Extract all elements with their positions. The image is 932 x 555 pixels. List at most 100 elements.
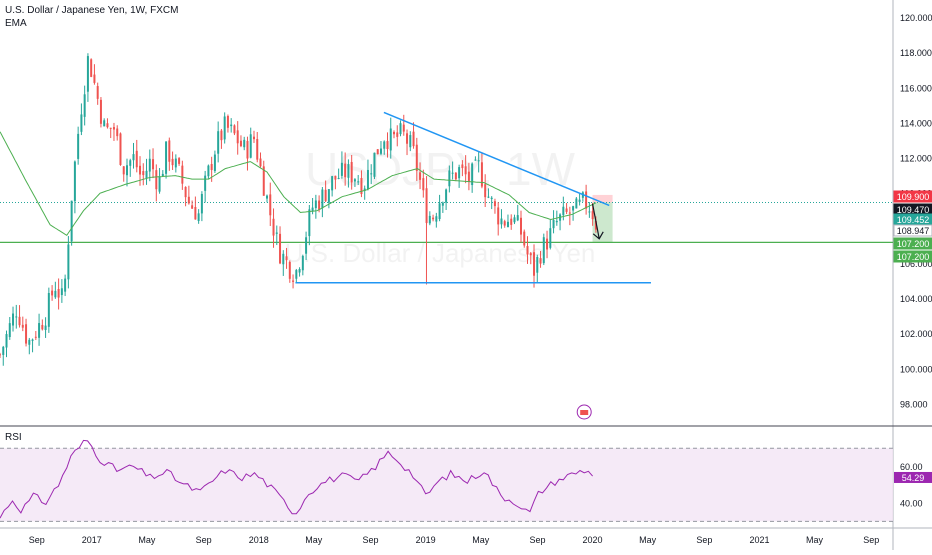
time-tick-label: May — [806, 535, 824, 545]
candle-body — [331, 176, 334, 191]
rsi-line — [0, 439, 593, 519]
candle-body — [236, 130, 239, 144]
candle-body — [445, 189, 448, 203]
candle-body — [497, 207, 500, 225]
rsi-legend[interactable]: RSI — [5, 432, 22, 443]
price-tick-label: 100.000 — [900, 364, 932, 374]
candle-body — [178, 158, 181, 164]
candle-body — [425, 188, 428, 223]
candle-body — [321, 189, 324, 209]
candle-body — [435, 216, 438, 222]
candle-body — [116, 128, 119, 137]
candle-body — [103, 120, 106, 127]
candle-body — [51, 290, 54, 296]
candle-body — [259, 158, 262, 167]
candle-body — [148, 158, 151, 172]
candle-body — [171, 158, 174, 166]
candle-body — [210, 164, 213, 171]
candle-body — [93, 74, 96, 83]
candle-body — [282, 253, 285, 265]
candle-body — [158, 176, 161, 192]
candle-body — [73, 161, 76, 202]
candle-body — [412, 131, 415, 147]
price-badge-stop: 109.900 — [893, 190, 932, 203]
candle-body — [288, 261, 291, 279]
candle-body — [99, 99, 102, 124]
candle-body — [292, 280, 295, 282]
candle-body — [347, 164, 350, 178]
candle-body — [513, 217, 516, 223]
candle-body — [129, 160, 132, 166]
price-badge-last: 109.470 — [893, 203, 932, 216]
candle-body — [575, 198, 578, 209]
candle-body — [373, 152, 376, 177]
candle-body — [2, 346, 5, 355]
candle-body — [448, 170, 451, 187]
candle-body — [279, 233, 282, 264]
candle-body — [269, 194, 272, 216]
candle-body — [490, 197, 493, 200]
candle-body — [34, 336, 37, 338]
candle-body — [226, 116, 229, 128]
candle-body — [480, 162, 483, 187]
candle-body — [536, 257, 539, 273]
candle-body — [18, 316, 21, 326]
price-tick-label: 98.000 — [900, 399, 928, 409]
price-tick-label: 116.000 — [900, 83, 932, 93]
candle-body — [419, 172, 422, 180]
candle-body — [132, 154, 135, 161]
price-tick-label: 120.000 — [900, 13, 932, 23]
candle-body — [112, 127, 115, 130]
price-badge-label: 109.452 — [897, 215, 930, 225]
candle-body — [487, 196, 490, 198]
candle-body — [533, 252, 536, 276]
candle-body — [461, 164, 464, 169]
stop-loss-zone — [592, 194, 613, 203]
candle-body — [246, 140, 249, 159]
time-tick-label: Sep — [529, 535, 545, 545]
rsi-tick-label: 60.00 — [900, 462, 923, 472]
candle-body — [230, 124, 233, 127]
candle-body — [187, 196, 190, 204]
candle-body — [370, 173, 373, 175]
candle-body — [474, 159, 477, 161]
candle-body — [47, 293, 50, 327]
price-badge-label: 109.900 — [897, 192, 930, 202]
candle-body — [161, 173, 164, 177]
candle-body — [516, 215, 519, 221]
price-tick-label: 112.000 — [900, 154, 932, 164]
candle-body — [223, 116, 226, 140]
ema-legend[interactable]: EMA — [5, 18, 27, 29]
candle-body — [572, 206, 575, 211]
candle-body — [135, 150, 138, 168]
candle-body — [275, 232, 278, 234]
candle-body — [298, 269, 301, 273]
candle-body — [318, 200, 321, 210]
candle-body — [383, 141, 386, 149]
candle-body — [594, 220, 597, 230]
candle-body — [477, 160, 480, 162]
candle-body — [165, 141, 168, 174]
badge-background — [893, 190, 932, 203]
candle-body — [526, 246, 529, 255]
candle-body — [379, 148, 382, 154]
candle-body — [145, 170, 148, 179]
candle-body — [217, 131, 220, 154]
price-badge-label: 107.200 — [897, 239, 930, 249]
candle-body — [438, 203, 441, 220]
price-badge-support: 107.200 — [893, 237, 932, 250]
candle-body — [249, 134, 252, 158]
candle-body — [174, 158, 177, 168]
candle-body — [542, 237, 545, 264]
symbol-legend[interactable]: U.S. Dollar / Japanese Yen, 1W, FXCM — [5, 5, 179, 16]
candle-body — [109, 127, 112, 129]
candle-body — [191, 205, 194, 209]
candle-body — [523, 231, 526, 246]
rsi-band — [0, 448, 893, 522]
candle-body — [484, 184, 487, 198]
candle-body — [252, 136, 255, 140]
rsi-last-value: 54.29 — [902, 473, 925, 483]
candle-body — [96, 86, 99, 99]
